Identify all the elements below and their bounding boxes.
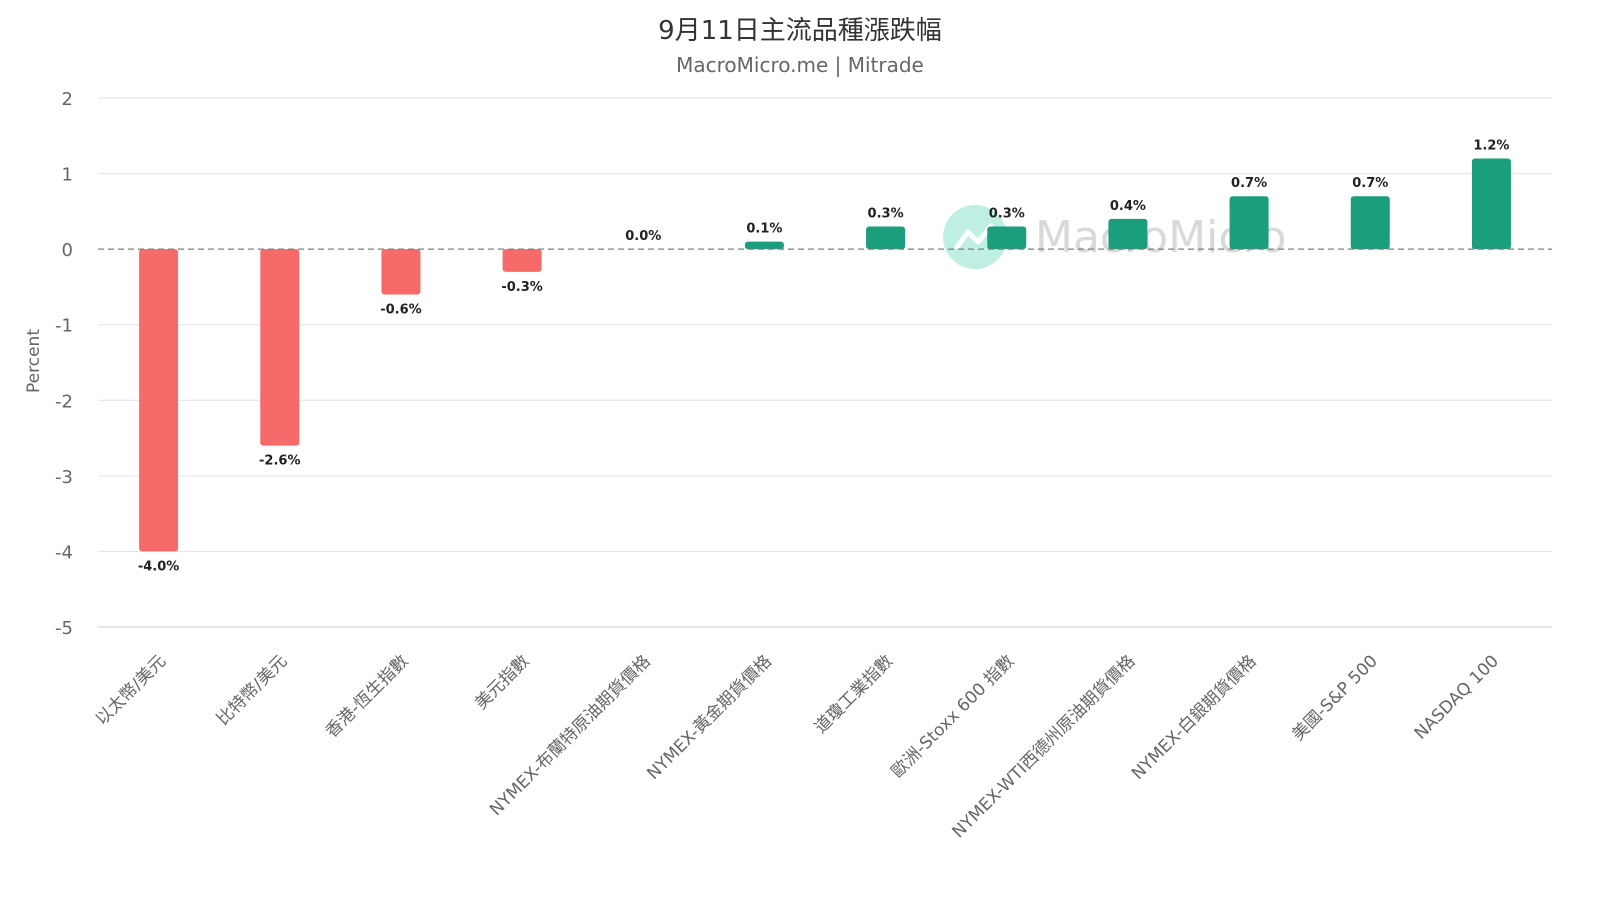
y-tick-label: -2	[55, 391, 73, 412]
x-tick-label: NYMEX-白銀期貨價格	[1128, 651, 1261, 784]
data-label: -2.6%	[259, 454, 300, 469]
x-tick-label: 美元指數	[471, 651, 533, 713]
x-tick-label: 道瓊工業指數	[811, 651, 897, 737]
data-label: 0.3%	[868, 206, 904, 221]
watermark-mark	[954, 223, 994, 250]
y-tick-label: -5	[55, 618, 73, 639]
bar	[1471, 158, 1511, 250]
bar	[381, 249, 421, 295]
data-label: -4.0%	[138, 559, 179, 574]
bar	[139, 249, 179, 552]
bar	[744, 241, 784, 250]
bar	[1350, 196, 1390, 250]
data-label: -0.6%	[380, 302, 421, 317]
bar	[866, 226, 906, 250]
data-label: 0.0%	[625, 229, 661, 244]
bar	[1108, 218, 1148, 250]
data-label: 0.7%	[1231, 176, 1267, 191]
data-label: 0.3%	[989, 206, 1025, 221]
bar	[1229, 196, 1269, 250]
chart-subtitle: MacroMicro.me | Mitrade	[676, 53, 924, 77]
data-label: 0.7%	[1352, 176, 1388, 191]
y-tick-label: 2	[62, 89, 73, 110]
bar	[502, 249, 542, 272]
bar	[260, 249, 300, 446]
data-label: 1.2%	[1473, 138, 1509, 153]
y-axis-label: Percent	[24, 329, 44, 393]
x-tick-label: NASDAQ 100	[1411, 651, 1503, 743]
x-tick-label: 香港-恆生指數	[322, 651, 413, 742]
y-tick-label: -4	[55, 542, 73, 563]
x-tick-label: 比特幣/美元	[213, 651, 291, 729]
data-label: 0.4%	[1110, 199, 1146, 214]
bar	[987, 226, 1027, 250]
y-tick-label: 1	[62, 165, 73, 186]
x-tick-label: NYMEX-黃金期貨價格	[643, 651, 776, 784]
x-tick-label: 以太幣/美元	[92, 651, 170, 729]
y-tick-label: 0	[62, 240, 73, 261]
data-label: 0.1%	[746, 222, 782, 237]
y-tick-label: -3	[55, 467, 73, 488]
chart-title: 9月11日主流品種漲跌幅	[658, 16, 942, 46]
y-tick-label: -1	[55, 316, 73, 337]
x-tick-label: 美國-S&P 500	[1288, 651, 1382, 745]
data-label: -0.3%	[501, 280, 542, 295]
x-tick-label: 歐洲-Stoxx 600 指數	[888, 651, 1019, 782]
